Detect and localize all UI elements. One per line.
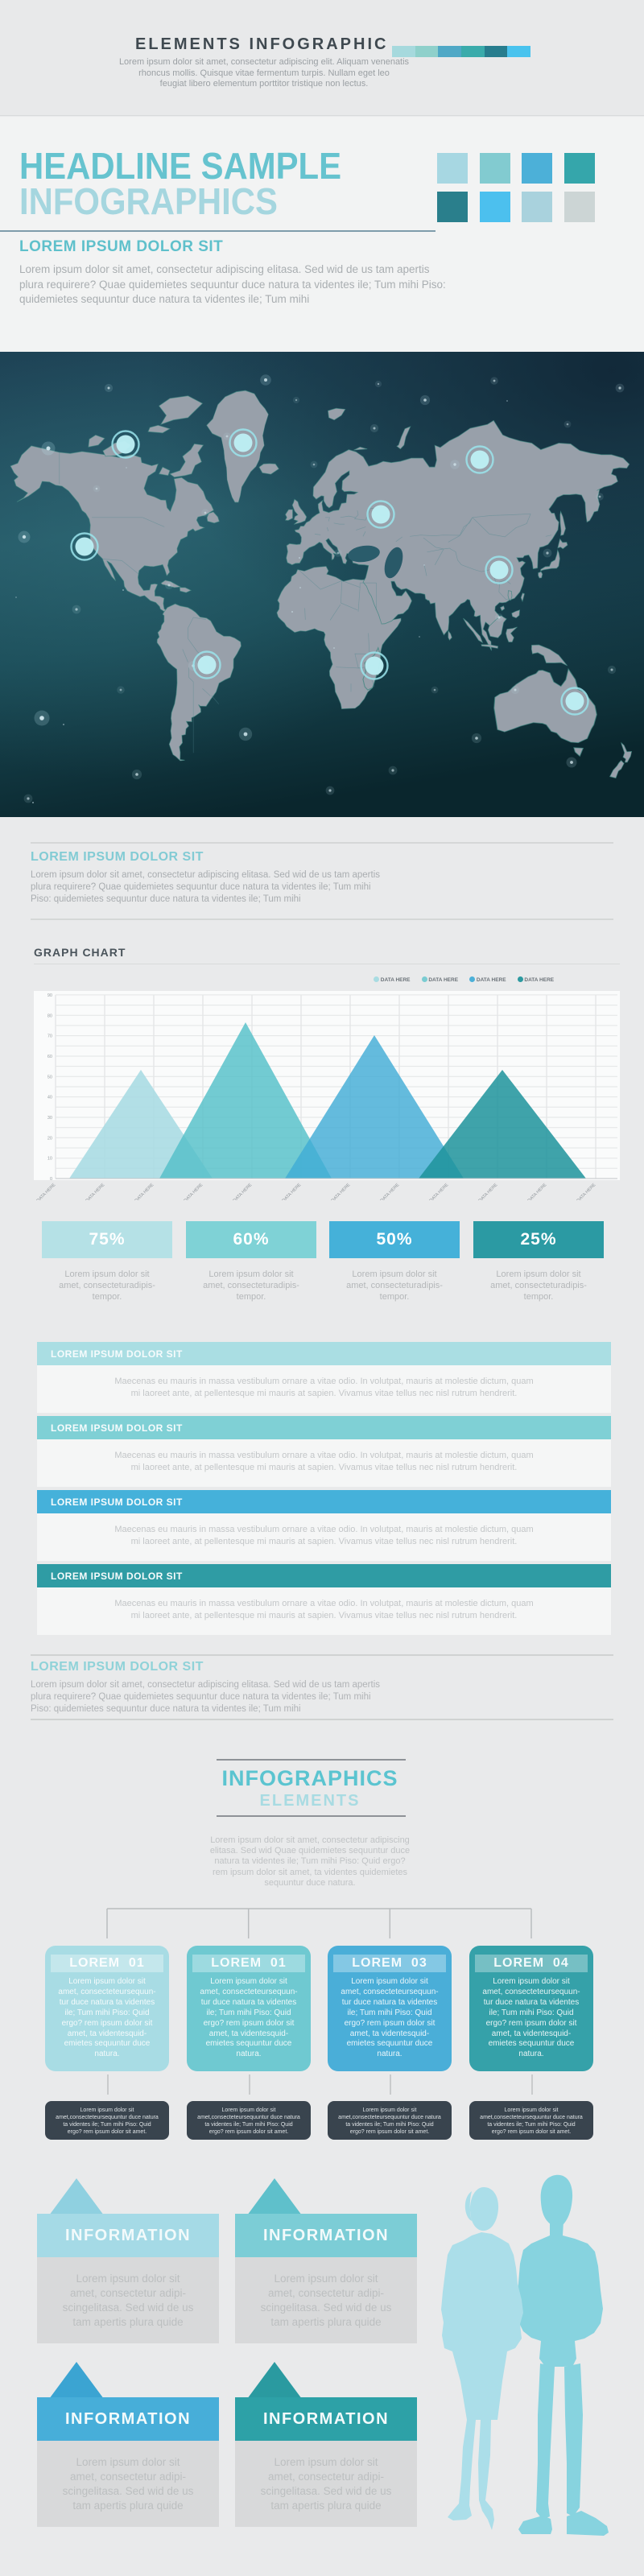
svg-text:30: 30 (47, 1116, 52, 1121)
svg-text:DATA HERE: DATA HERE (36, 1183, 57, 1200)
svg-text:0: 0 (50, 1177, 52, 1182)
svg-text:DATA HERE: DATA HERE (527, 1183, 548, 1200)
svg-text:70: 70 (47, 1034, 52, 1039)
svg-text:DATA HERE: DATA HERE (184, 1183, 204, 1200)
svg-text:DATA HERE: DATA HERE (380, 1183, 401, 1200)
svg-text:DATA HERE: DATA HERE (478, 1183, 499, 1200)
svg-text:DATA HERE: DATA HERE (282, 1183, 303, 1200)
svg-text:60: 60 (47, 1055, 52, 1059)
svg-text:DATA HERE: DATA HERE (233, 1183, 254, 1200)
svg-text:DATA HERE: DATA HERE (331, 1183, 352, 1200)
svg-text:DATA HERE: DATA HERE (576, 1183, 597, 1200)
svg-text:DATA HERE: DATA HERE (429, 1183, 450, 1200)
svg-text:10: 10 (47, 1157, 52, 1162)
svg-text:40: 40 (47, 1096, 52, 1100)
svg-text:80: 80 (47, 1013, 52, 1018)
svg-text:DATA HERE: DATA HERE (134, 1183, 155, 1200)
svg-text:90: 90 (47, 993, 52, 998)
svg-text:DATA HERE: DATA HERE (85, 1183, 106, 1200)
svg-text:20: 20 (47, 1136, 52, 1141)
svg-text:50: 50 (47, 1075, 52, 1080)
